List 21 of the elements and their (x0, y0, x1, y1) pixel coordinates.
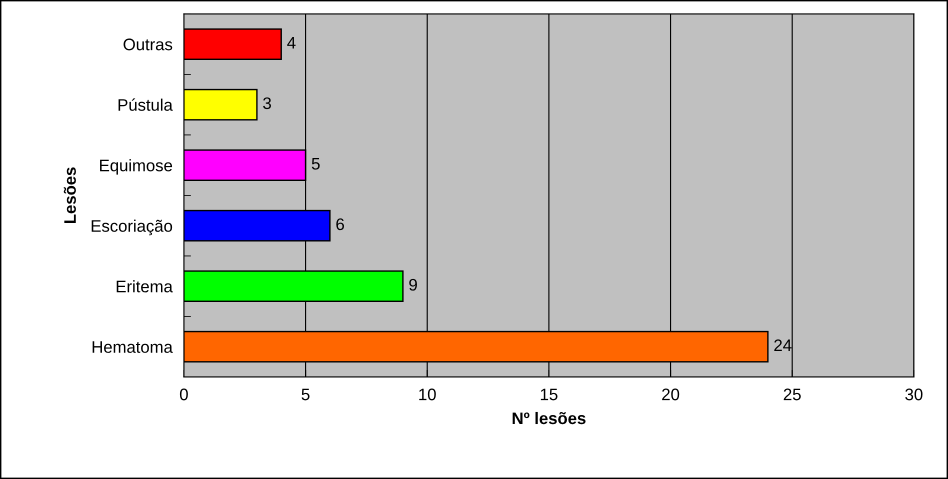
data-label: 9 (409, 278, 417, 291)
y-tick-label: Escoriação (92, 220, 172, 236)
y-tick-label: Equimose (100, 159, 172, 175)
x-tick-label: 30 (905, 388, 922, 400)
data-label: 24 (774, 339, 792, 352)
x-tick-label: 15 (540, 388, 558, 400)
y-tick-label: Outras (124, 38, 172, 50)
x-tick-label: 20 (662, 388, 680, 400)
data-label: 3 (263, 97, 271, 110)
y-tick-label: Pústula (118, 98, 173, 111)
y-tick-label: Eritema (116, 280, 173, 292)
x-tick-label: 0 (180, 388, 188, 400)
x-tick-label: 10 (419, 388, 436, 400)
y-tick-label: Hematoma (92, 341, 173, 353)
x-axis-title: Nº lesões (512, 412, 586, 424)
x-tick-label: 25 (784, 388, 801, 400)
data-label: 6 (336, 218, 344, 230)
x-tick-label: 5 (302, 388, 310, 400)
data-label: 4 (287, 36, 296, 48)
y-axis-title: Lesões (64, 167, 76, 224)
data-label: 5 (312, 158, 320, 170)
